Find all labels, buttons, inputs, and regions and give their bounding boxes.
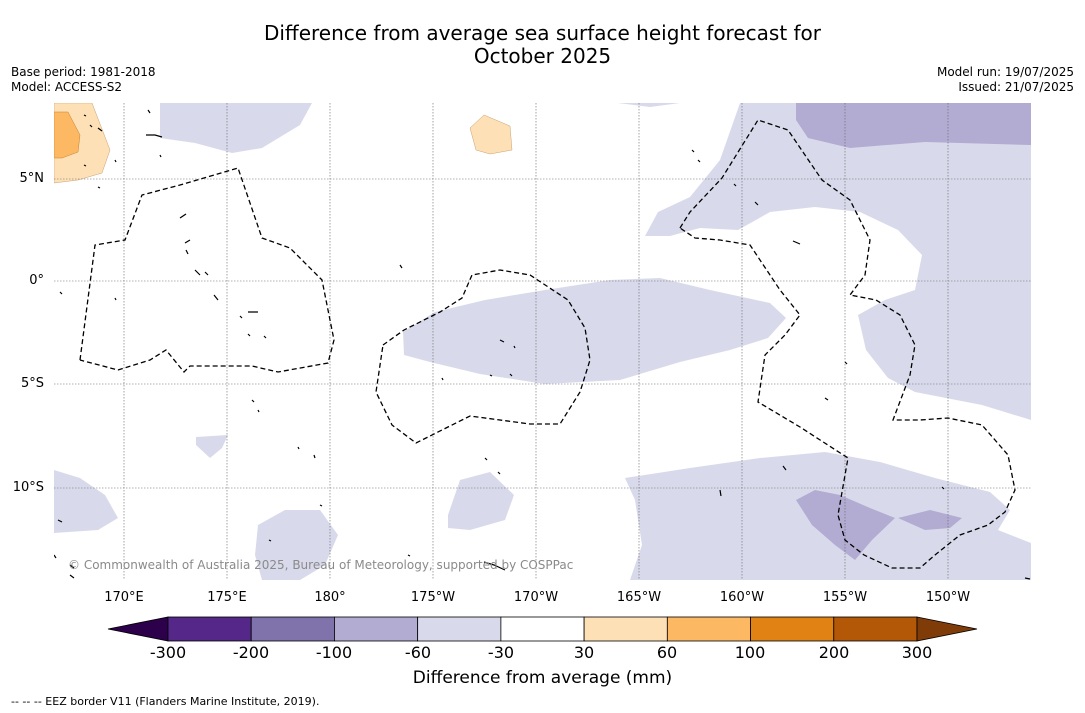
colorbar-bin [500,616,585,642]
meta-right: Model run: 19/07/2025 Issued: 21/07/2025 [937,65,1074,95]
islands [54,109,1031,580]
map-plot-area [54,103,1031,580]
eez-border-central [375,269,591,444]
colorbar-tick-label: 300 [901,643,933,662]
lon-label-175w: 175°W [410,590,456,605]
eez-border-west [79,167,335,373]
colorbar-title: Difference from average (mm) [412,668,673,688]
colorbar-bin [334,616,419,642]
colorbar-bin [167,616,252,642]
island-1 [147,109,151,114]
anomaly-region-nw-orange-medium [54,111,81,159]
anomaly-region-n-small [618,103,680,107]
anomaly-region-ne-strong [796,103,1031,148]
island-5 [184,239,209,276]
anomaly-region-n-orange [469,114,513,155]
colorbar-bin [833,616,918,642]
anomaly-medium-purple-regions [796,103,1031,560]
colorbar-bin [250,616,335,642]
lat-label-5n: 5°N [19,171,45,186]
gridlines [54,103,1031,580]
island-17 [483,561,506,571]
island-18 [824,361,1031,580]
map-title-line-2: October 2025 [473,44,612,68]
island-11 [792,240,801,245]
eez-legend-note: -- -- -- EEZ border V11 (Flanders Marine… [11,695,320,708]
anomaly-region-se-strong-2 [898,510,962,530]
island-10 [754,201,759,206]
colorbar-tick-label: -30 [487,643,515,662]
anomaly-region-sw [54,470,118,533]
anomaly-region-sw-2 [255,510,338,580]
lon-label-165w: 165°W [616,590,662,605]
colorbar-bin [666,616,751,642]
island-16 [54,519,75,579]
island-2 [146,134,163,138]
lon-label-170e: 170°E [104,590,144,605]
island-7 [59,186,117,301]
colorbar-bin [750,616,835,642]
colorbar-tick-label: 60 [656,643,678,662]
island-6 [213,294,267,339]
anomaly-region-central-tongue [403,278,786,384]
lat-label-0: 0° [29,273,44,288]
lon-label-160w: 160°W [719,590,765,605]
model-run-text: Model run: 19/07/2025 [936,65,1074,79]
eez-border-east [679,119,1016,569]
island-9 [489,373,513,377]
lon-label-175e: 175°E [207,590,247,605]
issued-text: Issued: 21/07/2025 [958,80,1074,94]
anomaly-region-nw [160,103,312,153]
colorbar-tick-label: 30 [573,643,595,662]
colorbar-bin [417,616,502,642]
colorbar-extend-below [107,616,169,642]
island-12 [691,149,737,187]
base-period-text: Base period: 1981-2018 [11,65,156,79]
island-3 [159,154,162,158]
anomaly-region-east-band [645,103,1031,420]
island-19 [399,264,501,475]
eez-borders [79,119,1016,569]
island-14 [297,446,323,507]
lon-label-180: 180° [314,590,346,605]
island-8 [499,339,516,349]
colorbar-extend-above [916,616,978,642]
island-13 [719,465,787,497]
meta-left: Base period: 1981-2018 Model: ACCESS-S2 [11,65,156,95]
lat-label-10s: 10°S [12,480,44,495]
colorbar-tick-label: -200 [232,643,270,662]
colorbar-tick-label: 200 [818,643,850,662]
colorbar-tick-label: -300 [149,643,187,662]
colorbar-bin [583,616,668,642]
colorbar-tick-label: 100 [734,643,766,662]
lon-label-150w: 150°W [925,590,971,605]
island-4 [179,213,187,219]
anomaly-region-s-central [448,472,514,530]
island-15 [251,399,411,557]
copyright-notice: © Commonwealth of Australia 2025, Bureau… [68,558,574,572]
model-text: Model: ACCESS-S2 [11,80,123,94]
colorbar-tick-label: -60 [404,643,432,662]
lat-label-5s: 5°S [20,376,44,391]
anomaly-region-se-strong [796,490,895,560]
colorbar [107,616,978,642]
lon-label-155w: 155°W [822,590,868,605]
island-20 [83,114,117,167]
anomaly-region-small-w [196,435,228,458]
colorbar-tick-label: -100 [315,643,353,662]
colorbar-bins [167,616,918,642]
lon-label-170w: 170°W [513,590,559,605]
map-title-line-1: Difference from average sea surface heig… [263,21,822,45]
